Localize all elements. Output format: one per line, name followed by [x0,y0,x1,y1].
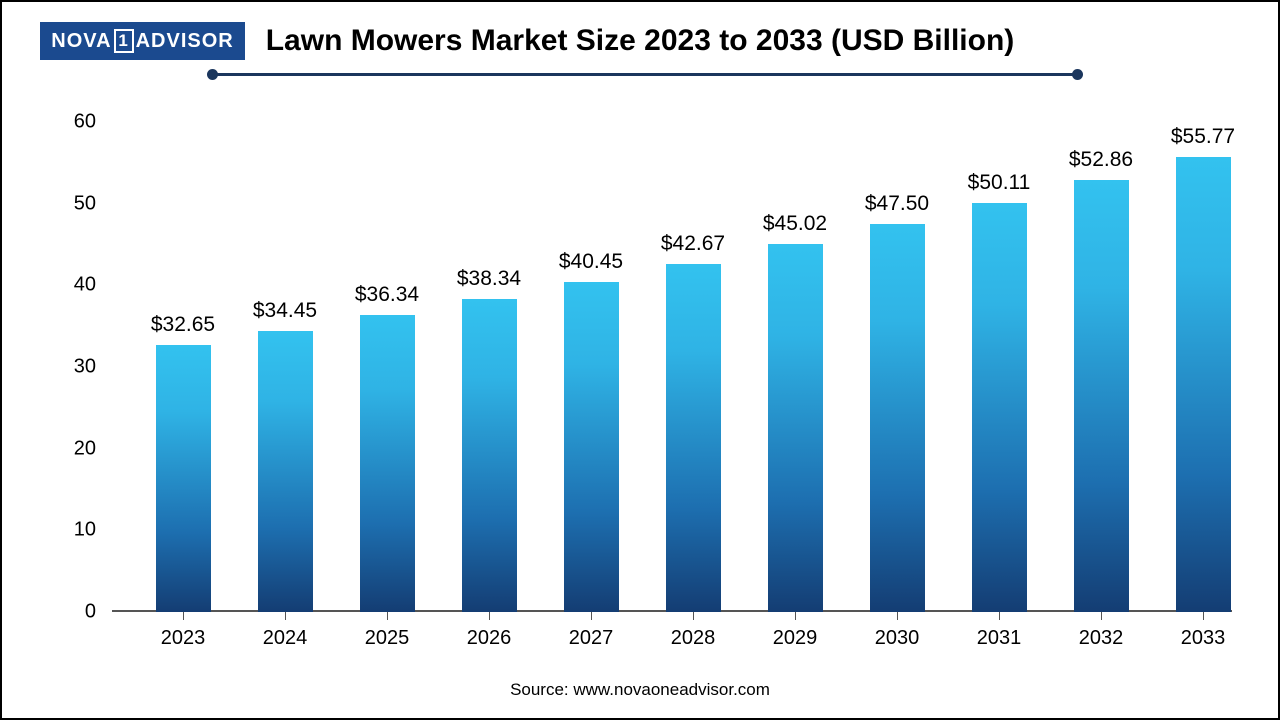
plot-area: $32.65 $34.45 $36.34 $38.34 $40.45 $42.67 $45.… [112,122,1232,612]
x-tick [183,612,184,620]
x-tick [999,612,1000,620]
underline-bar [212,73,1078,76]
y-tick-label: 30 [74,356,96,379]
bar [1176,157,1231,612]
y-tick-label: 0 [85,601,96,624]
source-caption: Source: www.novaoneadvisor.com [2,680,1278,700]
underline-dot-right-icon [1072,69,1083,80]
bar-value-label: $52.86 [1069,148,1133,172]
x-axis-label: 2028 [671,627,716,650]
bar-value-label: $55.77 [1171,125,1235,149]
x-tick [1203,612,1204,620]
y-tick-label: 40 [74,274,96,297]
bar [768,244,823,612]
y-tick-label: 50 [74,192,96,215]
x-axis-label: 2023 [161,627,206,650]
underline-dot-left-icon [207,69,218,80]
x-axis-label: 2025 [365,627,410,650]
chart-title: Lawn Mowers Market Size 2023 to 2033 (US… [2,24,1278,58]
chart-frame: NOVA 1 ADVISOR Lawn Mowers Market Size 2… [0,0,1280,720]
bar [360,315,415,612]
bar-value-label: $50.11 [968,171,1031,195]
x-axis-label: 2027 [569,627,614,650]
bar [666,264,721,612]
bar-value-label: $34.45 [253,299,317,323]
bar-value-label: $45.02 [763,212,827,236]
y-tick-label: 60 [74,111,96,134]
x-tick [795,612,796,620]
bar-value-label: $47.50 [865,192,929,216]
bar [972,203,1027,612]
x-axis-label: 2024 [263,627,308,650]
bar-value-label: $32.65 [151,313,215,337]
bar [564,282,619,612]
y-tick-label: 20 [74,437,96,460]
bar [156,345,211,612]
y-tick-label: 10 [74,519,96,542]
x-axis-label: 2026 [467,627,512,650]
x-tick [693,612,694,620]
bar-value-label: $40.45 [559,250,623,274]
x-tick [897,612,898,620]
x-tick [489,612,490,620]
x-tick [591,612,592,620]
x-axis-label: 2031 [977,627,1022,650]
title-underline [212,68,1078,82]
x-axis-label: 2030 [875,627,920,650]
x-tick [1101,612,1102,620]
bar-value-label: $42.67 [661,232,725,256]
x-tick [387,612,388,620]
x-axis-label: 2033 [1181,627,1226,650]
bar [462,299,517,612]
bar-value-label: $36.34 [355,283,419,307]
bar-value-label: $38.34 [457,267,521,291]
bar [870,224,925,612]
bar [258,331,313,612]
bar [1074,180,1129,612]
x-axis-label: 2032 [1079,627,1124,650]
x-axis-label: 2029 [773,627,818,650]
x-tick [285,612,286,620]
